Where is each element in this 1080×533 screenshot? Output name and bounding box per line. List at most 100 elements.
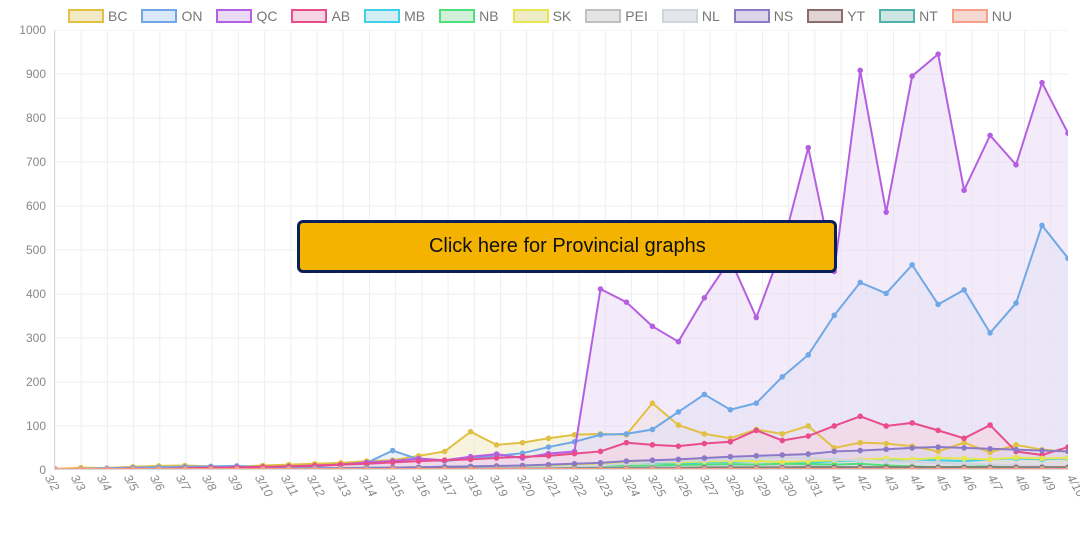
legend-swatch bbox=[68, 9, 104, 23]
x-tick: 3/12 bbox=[304, 472, 328, 499]
series-marker-ab bbox=[857, 414, 863, 420]
series-marker-on bbox=[650, 427, 656, 433]
series-marker-on bbox=[805, 352, 811, 358]
series-marker-nl bbox=[883, 458, 889, 464]
series-marker-on bbox=[598, 432, 604, 438]
series-marker-ab bbox=[416, 458, 422, 464]
series-marker-ab bbox=[650, 442, 656, 448]
legend-item-on[interactable]: ON bbox=[141, 8, 202, 24]
legend-label: ON bbox=[181, 8, 202, 24]
series-marker-sk bbox=[1039, 456, 1045, 462]
series-marker-bc bbox=[702, 431, 708, 437]
x-axis: 3/23/33/43/53/63/73/83/93/103/113/123/13… bbox=[54, 470, 1068, 504]
series-marker-ns bbox=[1039, 448, 1045, 454]
x-tick: 4/4 bbox=[907, 472, 927, 493]
legend-label: SK bbox=[553, 8, 572, 24]
series-marker-ab bbox=[442, 457, 448, 463]
series-marker-ab bbox=[520, 454, 526, 460]
series-marker-ns bbox=[702, 455, 708, 461]
series-marker-on bbox=[754, 400, 760, 406]
x-tick: 3/10 bbox=[252, 472, 276, 499]
legend-item-qc[interactable]: QC bbox=[216, 8, 277, 24]
series-marker-ab bbox=[572, 451, 578, 457]
series-marker-on bbox=[935, 302, 941, 308]
series-marker-on bbox=[961, 287, 967, 293]
series-marker-ab bbox=[546, 453, 552, 459]
legend-item-ns[interactable]: NS bbox=[734, 8, 793, 24]
series-marker-on bbox=[857, 280, 863, 286]
series-marker-nl bbox=[909, 459, 915, 465]
x-tick: 3/13 bbox=[330, 472, 354, 499]
x-tick: 3/28 bbox=[723, 472, 747, 499]
x-tick: 3/20 bbox=[514, 472, 538, 499]
x-tick: 4/1 bbox=[828, 472, 848, 493]
series-marker-ns bbox=[598, 460, 604, 466]
series-marker-ns bbox=[1013, 447, 1019, 453]
x-tick: 3/19 bbox=[487, 472, 511, 499]
series-marker-ab bbox=[598, 449, 604, 455]
y-tick: 1000 bbox=[19, 23, 46, 37]
provincial-graphs-button[interactable]: Click here for Provincial graphs bbox=[297, 220, 837, 273]
series-marker-sk bbox=[1013, 455, 1019, 461]
legend-swatch bbox=[585, 9, 621, 23]
series-marker-ab bbox=[754, 428, 760, 434]
series-marker-ab bbox=[468, 457, 474, 463]
legend-swatch bbox=[807, 9, 843, 23]
legend-item-sk[interactable]: SK bbox=[513, 8, 572, 24]
legend-item-ab[interactable]: AB bbox=[291, 8, 350, 24]
series-marker-ab bbox=[390, 460, 396, 466]
series-marker-bc bbox=[805, 423, 811, 429]
series-marker-ns bbox=[624, 458, 630, 464]
x-tick: 3/11 bbox=[278, 472, 301, 498]
series-marker-ns bbox=[728, 454, 734, 460]
legend-item-nb[interactable]: NB bbox=[439, 8, 498, 24]
legend-label: QC bbox=[256, 8, 277, 24]
legend-swatch bbox=[439, 9, 475, 23]
x-tick: 3/17 bbox=[435, 472, 459, 499]
legend-swatch bbox=[364, 9, 400, 23]
series-marker-ab bbox=[702, 441, 708, 447]
series-marker-ab bbox=[624, 440, 630, 446]
series-marker-on bbox=[390, 448, 396, 454]
legend-swatch bbox=[662, 9, 698, 23]
legend-item-nu[interactable]: NU bbox=[952, 8, 1012, 24]
x-tick: 4/8 bbox=[1011, 472, 1031, 493]
series-marker-on bbox=[883, 291, 889, 297]
series-marker-bc bbox=[676, 422, 682, 428]
series-marker-ns bbox=[780, 452, 786, 458]
legend-item-bc[interactable]: BC bbox=[68, 8, 127, 24]
series-marker-qc bbox=[1013, 162, 1019, 168]
x-tick: 3/15 bbox=[383, 472, 407, 499]
legend-item-mb[interactable]: MB bbox=[364, 8, 425, 24]
legend: BC ON QC AB MB NB SK PEI NL NS YT NT NU bbox=[12, 8, 1068, 24]
series-marker-sk bbox=[987, 457, 993, 463]
x-tick: 4/3 bbox=[880, 472, 900, 493]
legend-swatch bbox=[291, 9, 327, 23]
series-marker-ns bbox=[650, 457, 656, 463]
series-marker-ns bbox=[935, 444, 941, 450]
provincial-graphs-button-label: Click here for Provincial graphs bbox=[429, 235, 706, 257]
series-marker-qc bbox=[909, 73, 915, 79]
series-marker-bc bbox=[780, 431, 786, 437]
x-tick: 3/21 bbox=[540, 472, 564, 499]
series-marker-qc bbox=[987, 133, 993, 139]
legend-item-pei[interactable]: PEI bbox=[585, 8, 648, 24]
legend-item-yt[interactable]: YT bbox=[807, 8, 865, 24]
series-marker-bc bbox=[546, 435, 552, 441]
x-tick: 3/26 bbox=[671, 472, 695, 499]
y-tick: 300 bbox=[26, 331, 46, 345]
series-marker-bc bbox=[650, 400, 656, 406]
x-tick: 3/29 bbox=[749, 472, 773, 499]
legend-item-nl[interactable]: NL bbox=[662, 8, 720, 24]
legend-label: AB bbox=[331, 8, 350, 24]
series-marker-on bbox=[909, 262, 915, 268]
series-marker-ab bbox=[935, 428, 941, 434]
series-marker-on bbox=[676, 409, 682, 415]
y-tick: 400 bbox=[26, 287, 46, 301]
x-tick: 4/9 bbox=[1038, 472, 1058, 493]
x-tick: 3/24 bbox=[618, 472, 642, 499]
legend-label: NU bbox=[992, 8, 1012, 24]
series-marker-on bbox=[831, 313, 837, 319]
legend-item-nt[interactable]: NT bbox=[879, 8, 938, 24]
series-marker-on bbox=[987, 330, 993, 336]
